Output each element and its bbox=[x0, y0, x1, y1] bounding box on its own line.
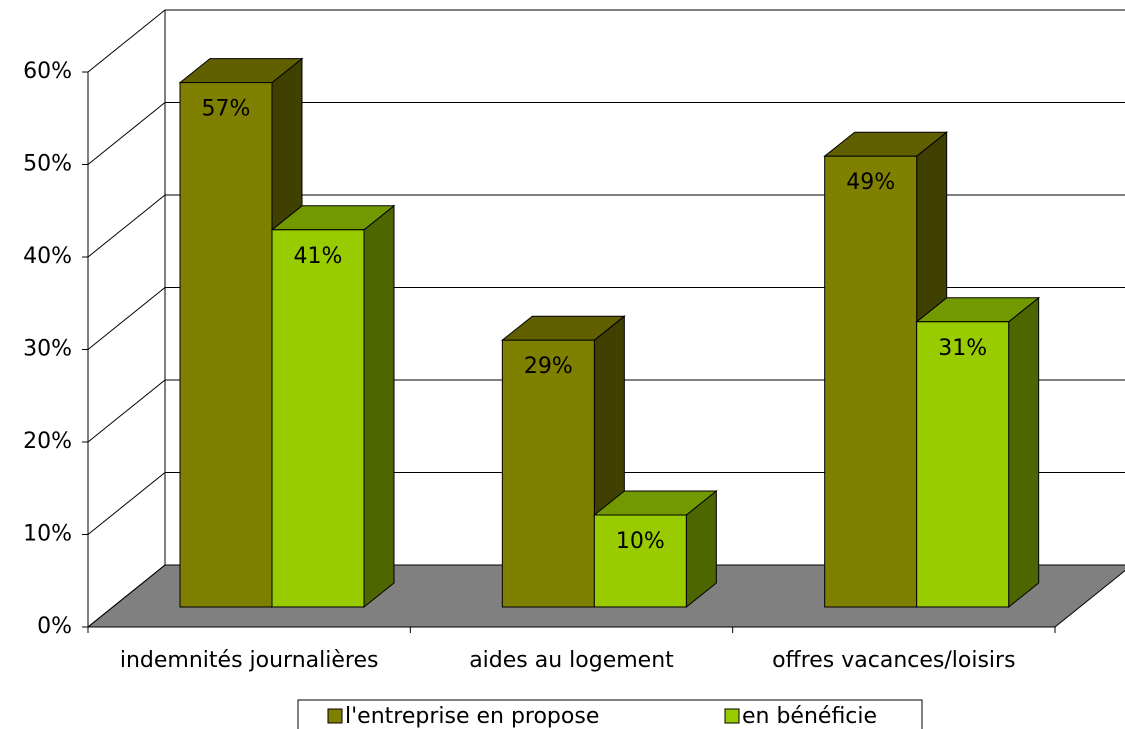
grid-line bbox=[87, 564, 166, 628]
x-tick-label: indemnités journalières bbox=[120, 648, 379, 673]
legend-label: l'entreprise en propose bbox=[345, 704, 599, 729]
bar bbox=[593, 514, 687, 608]
grid-line bbox=[87, 379, 166, 443]
y-tick-label: 10% bbox=[23, 522, 72, 547]
data-label: 29% bbox=[524, 354, 573, 379]
y-tick-label: 0% bbox=[37, 614, 72, 639]
bar bbox=[824, 155, 918, 608]
x-tick-label: offres vacances/loisirs bbox=[772, 648, 1015, 673]
data-label: 31% bbox=[938, 336, 987, 361]
grid-line bbox=[87, 287, 166, 350]
data-label: 49% bbox=[846, 170, 895, 195]
bar-side bbox=[1008, 296, 1040, 609]
grid-line bbox=[87, 472, 166, 535]
bar bbox=[271, 229, 365, 608]
legend-box bbox=[297, 699, 923, 729]
y-tick-label: 60% bbox=[23, 59, 72, 84]
bar bbox=[916, 321, 1010, 608]
data-label: 57% bbox=[202, 97, 251, 122]
y-tick-label: 30% bbox=[23, 337, 72, 362]
data-label: 10% bbox=[616, 529, 665, 554]
legend-swatch bbox=[724, 708, 740, 724]
y-tick-label: 50% bbox=[23, 152, 72, 177]
bar bbox=[179, 82, 273, 608]
legend-label: en bénéficie bbox=[742, 704, 877, 729]
bar-side bbox=[363, 204, 395, 609]
grid-line bbox=[87, 102, 166, 165]
grid-line bbox=[87, 194, 166, 258]
x-tick-label: aides au logement bbox=[469, 648, 674, 673]
y-tick-label: 40% bbox=[23, 244, 72, 269]
legend-swatch bbox=[327, 708, 343, 724]
grid-line bbox=[87, 9, 166, 73]
data-label: 41% bbox=[294, 244, 343, 269]
y-tick-label: 20% bbox=[23, 429, 72, 454]
bar bbox=[501, 339, 595, 608]
